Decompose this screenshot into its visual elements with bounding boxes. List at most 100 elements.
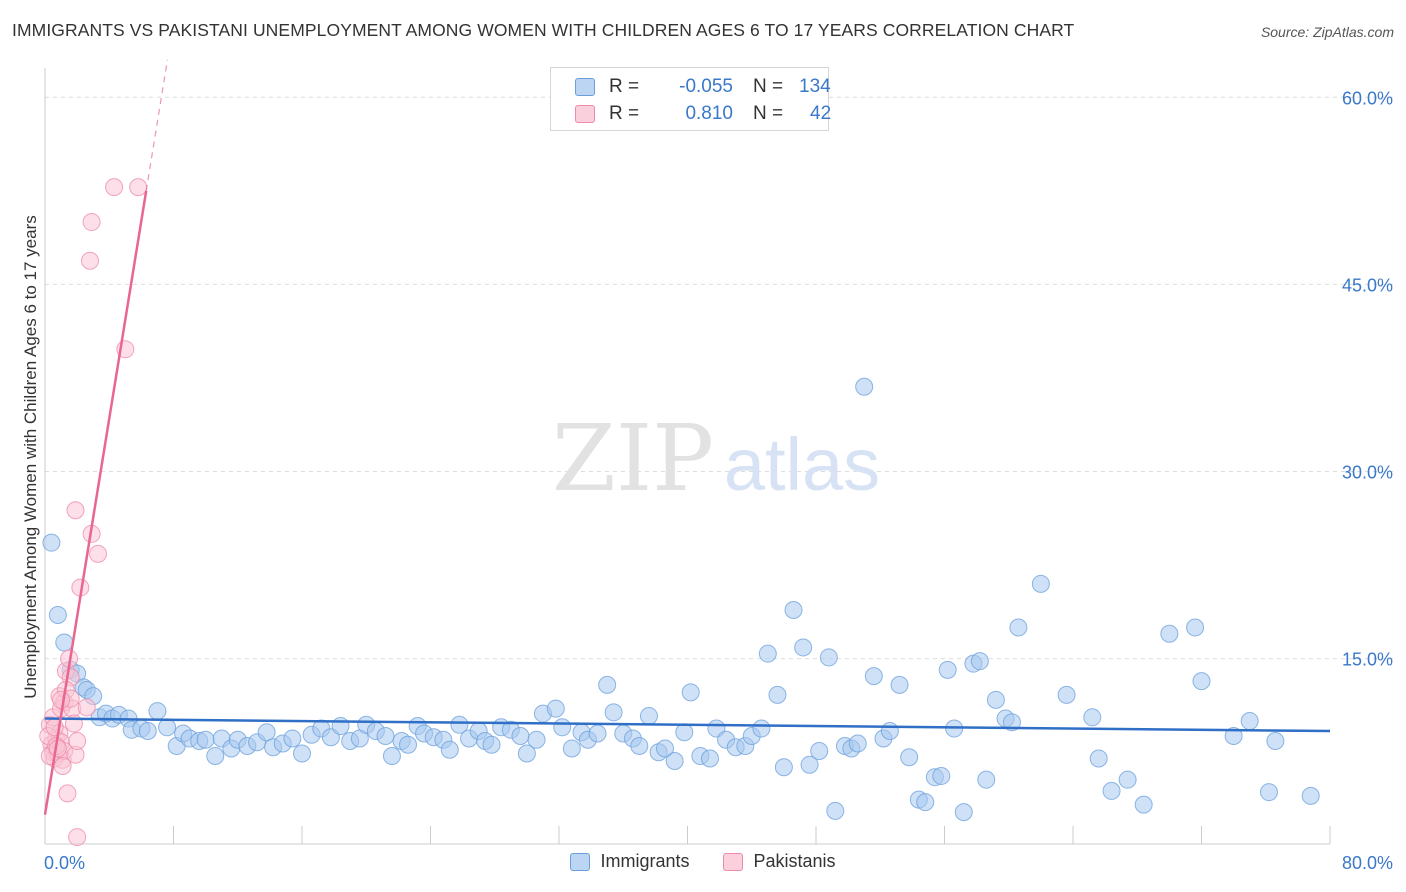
legend-n-label: N =: [753, 76, 784, 97]
immigrants-point: [376, 727, 395, 746]
immigrants-point: [48, 606, 67, 625]
source-credit: Source: ZipAtlas.com: [1260, 24, 1394, 40]
immigrants-point: [954, 803, 973, 822]
y-axis-label: Unemployment Among Women with Children A…: [21, 215, 40, 699]
ticks-layer: 15.0% 30.0% 45.0% 60.0% 0.0% 80.0%: [44, 88, 1393, 873]
immigrants-point: [800, 755, 819, 774]
series-legend: Immigrants Pakistanis: [0, 851, 1406, 872]
immigrants-point: [784, 601, 803, 620]
immigrants-point: [977, 770, 996, 789]
legend-r-value: 0.810: [685, 103, 733, 124]
chart-title: IMMIGRANTS VS PAKISTANI UNEMPLOYMENT AMO…: [12, 20, 1075, 40]
immigrants-point: [1031, 574, 1050, 593]
immigrants-point: [527, 730, 546, 749]
pakistanis-point: [53, 756, 72, 775]
immigrants-point: [1134, 795, 1153, 814]
legend-swatch-immigrants: [570, 852, 591, 871]
immigrants-point: [810, 741, 829, 760]
immigrants-trend-line: [44, 717, 1331, 733]
immigrants-point: [546, 699, 565, 718]
legend-item-pakistanis[interactable]: Pakistanis: [723, 851, 836, 872]
x-tick-label: 80.0%: [1342, 853, 1393, 873]
immigrants-point: [700, 749, 719, 768]
legend-r-value: -0.055: [679, 76, 733, 97]
pakistanis-point: [129, 178, 148, 197]
legend-r-label: R =: [609, 76, 640, 97]
immigrants-point: [138, 722, 157, 741]
immigrants-point: [450, 715, 469, 734]
immigrants-point: [1102, 781, 1121, 800]
pakistanis-point: [89, 544, 108, 563]
immigrants-point: [257, 723, 276, 742]
immigrants-point: [1083, 708, 1102, 727]
immigrants-point: [293, 744, 311, 763]
immigrants-point: [681, 683, 700, 702]
immigrants-point: [511, 727, 530, 746]
immigrants-point: [819, 648, 838, 667]
immigrants-point: [774, 758, 793, 777]
immigrants-point: [1301, 786, 1320, 805]
legend-swatch-pakistanis: [575, 105, 595, 123]
immigrants-point: [553, 718, 572, 737]
immigrants-point: [399, 735, 418, 754]
immigrants-point: [794, 638, 813, 657]
immigrants-point: [890, 675, 909, 694]
immigrants-point: [932, 766, 951, 785]
immigrants-point: [1118, 770, 1137, 789]
legend-n-label: N =: [753, 103, 784, 124]
immigrants-point: [1186, 618, 1205, 637]
immigrants-point: [1224, 727, 1243, 746]
immigrants-point: [630, 737, 649, 755]
immigrants-point: [283, 729, 302, 748]
immigrants-point: [1057, 685, 1076, 704]
immigrants-point: [382, 746, 401, 765]
immigrants-point: [562, 739, 581, 758]
y-tick-label: 15.0%: [1342, 650, 1393, 670]
legend-n-value: 42: [810, 103, 832, 124]
pakistanis-point: [52, 690, 71, 709]
watermark-zip: ZIP: [552, 405, 714, 512]
immigrants-point: [604, 703, 623, 722]
pakistanis-trend-extension: [145, 59, 169, 191]
immigrants-point: [1259, 783, 1278, 802]
immigrants-point: [148, 702, 167, 721]
legend-label-pakistanis: Pakistanis: [753, 851, 836, 871]
immigrants-point: [517, 744, 536, 763]
pakistanis-point: [66, 501, 85, 520]
immigrants-point: [758, 644, 777, 663]
immigrants-point: [588, 724, 607, 743]
pakistanis-point: [77, 698, 96, 717]
legend-r-label: R =: [609, 103, 640, 124]
immigrants-point: [1009, 618, 1028, 637]
pakistanis-point: [68, 732, 87, 751]
immigrants-point: [938, 660, 957, 679]
pakistanis-point: [58, 784, 77, 803]
legend-row-pakistanis: R = 0.810 N = 42: [575, 102, 831, 126]
grid-layer: [45, 96, 1395, 660]
immigrants-point: [639, 707, 658, 726]
immigrants-point: [826, 801, 845, 820]
immigrants-point: [598, 675, 617, 694]
immigrants-point: [42, 533, 61, 552]
immigrants-point: [986, 690, 1005, 709]
legend-swatch-immigrants: [575, 78, 595, 96]
immigrants-point: [855, 377, 874, 396]
watermark-atlas: atlas: [724, 423, 880, 506]
watermark: ZIP atlas: [552, 405, 880, 512]
immigrants-point: [1089, 749, 1108, 768]
pakistanis-point: [80, 251, 99, 270]
pakistanis-point: [82, 213, 101, 232]
immigrants-point: [206, 746, 225, 765]
legend-item-immigrants[interactable]: Immigrants: [570, 851, 689, 872]
x-tick-label: 0.0%: [44, 853, 85, 873]
y-tick-label: 45.0%: [1342, 275, 1393, 295]
pakistanis-trend-line: [43, 190, 148, 815]
immigrants-point: [848, 734, 867, 753]
immigrants-point: [1266, 732, 1285, 751]
immigrants-point: [864, 667, 883, 686]
trend-layer: [43, 59, 1331, 815]
immigrants-point: [656, 739, 675, 758]
immigrants-point: [1192, 672, 1211, 691]
immigrants-point: [752, 719, 771, 738]
